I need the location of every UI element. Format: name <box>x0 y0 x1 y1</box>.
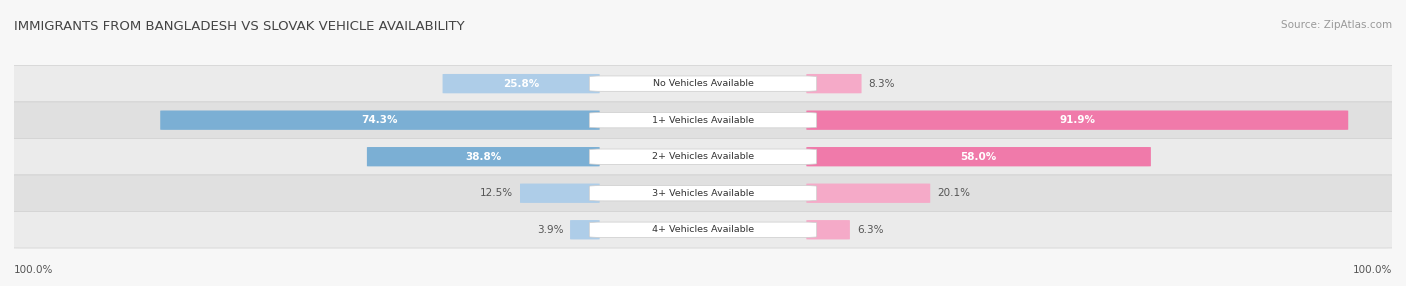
FancyBboxPatch shape <box>7 102 1399 138</box>
Text: 3.9%: 3.9% <box>537 225 564 235</box>
FancyBboxPatch shape <box>589 112 817 128</box>
Text: 1+ Vehicles Available: 1+ Vehicles Available <box>652 116 754 125</box>
Text: 58.0%: 58.0% <box>960 152 997 162</box>
FancyBboxPatch shape <box>589 186 817 201</box>
FancyBboxPatch shape <box>807 147 1152 166</box>
Text: 100.0%: 100.0% <box>14 265 53 275</box>
FancyBboxPatch shape <box>160 110 599 130</box>
Text: 20.1%: 20.1% <box>938 188 970 198</box>
FancyBboxPatch shape <box>7 211 1399 248</box>
Text: No Vehicles Available: No Vehicles Available <box>652 79 754 88</box>
FancyBboxPatch shape <box>520 184 599 203</box>
Text: 6.3%: 6.3% <box>856 225 883 235</box>
FancyBboxPatch shape <box>589 76 817 91</box>
Text: Source: ZipAtlas.com: Source: ZipAtlas.com <box>1281 20 1392 30</box>
FancyBboxPatch shape <box>807 220 849 239</box>
FancyBboxPatch shape <box>589 149 817 164</box>
Text: IMMIGRANTS FROM BANGLADESH VS SLOVAK VEHICLE AVAILABILITY: IMMIGRANTS FROM BANGLADESH VS SLOVAK VEH… <box>14 20 465 33</box>
Text: 38.8%: 38.8% <box>465 152 502 162</box>
FancyBboxPatch shape <box>443 74 599 93</box>
FancyBboxPatch shape <box>807 110 1348 130</box>
FancyBboxPatch shape <box>7 175 1399 211</box>
Text: 12.5%: 12.5% <box>479 188 513 198</box>
FancyBboxPatch shape <box>7 65 1399 102</box>
Text: 25.8%: 25.8% <box>503 79 540 89</box>
FancyBboxPatch shape <box>807 74 862 93</box>
Text: 3+ Vehicles Available: 3+ Vehicles Available <box>652 189 754 198</box>
Text: 74.3%: 74.3% <box>361 115 398 125</box>
FancyBboxPatch shape <box>7 138 1399 175</box>
Text: 8.3%: 8.3% <box>869 79 896 89</box>
FancyBboxPatch shape <box>569 220 599 239</box>
FancyBboxPatch shape <box>367 147 599 166</box>
Text: 91.9%: 91.9% <box>1059 115 1095 125</box>
FancyBboxPatch shape <box>807 184 931 203</box>
Text: 2+ Vehicles Available: 2+ Vehicles Available <box>652 152 754 161</box>
FancyBboxPatch shape <box>589 222 817 237</box>
Text: 100.0%: 100.0% <box>1353 265 1392 275</box>
Text: 4+ Vehicles Available: 4+ Vehicles Available <box>652 225 754 234</box>
